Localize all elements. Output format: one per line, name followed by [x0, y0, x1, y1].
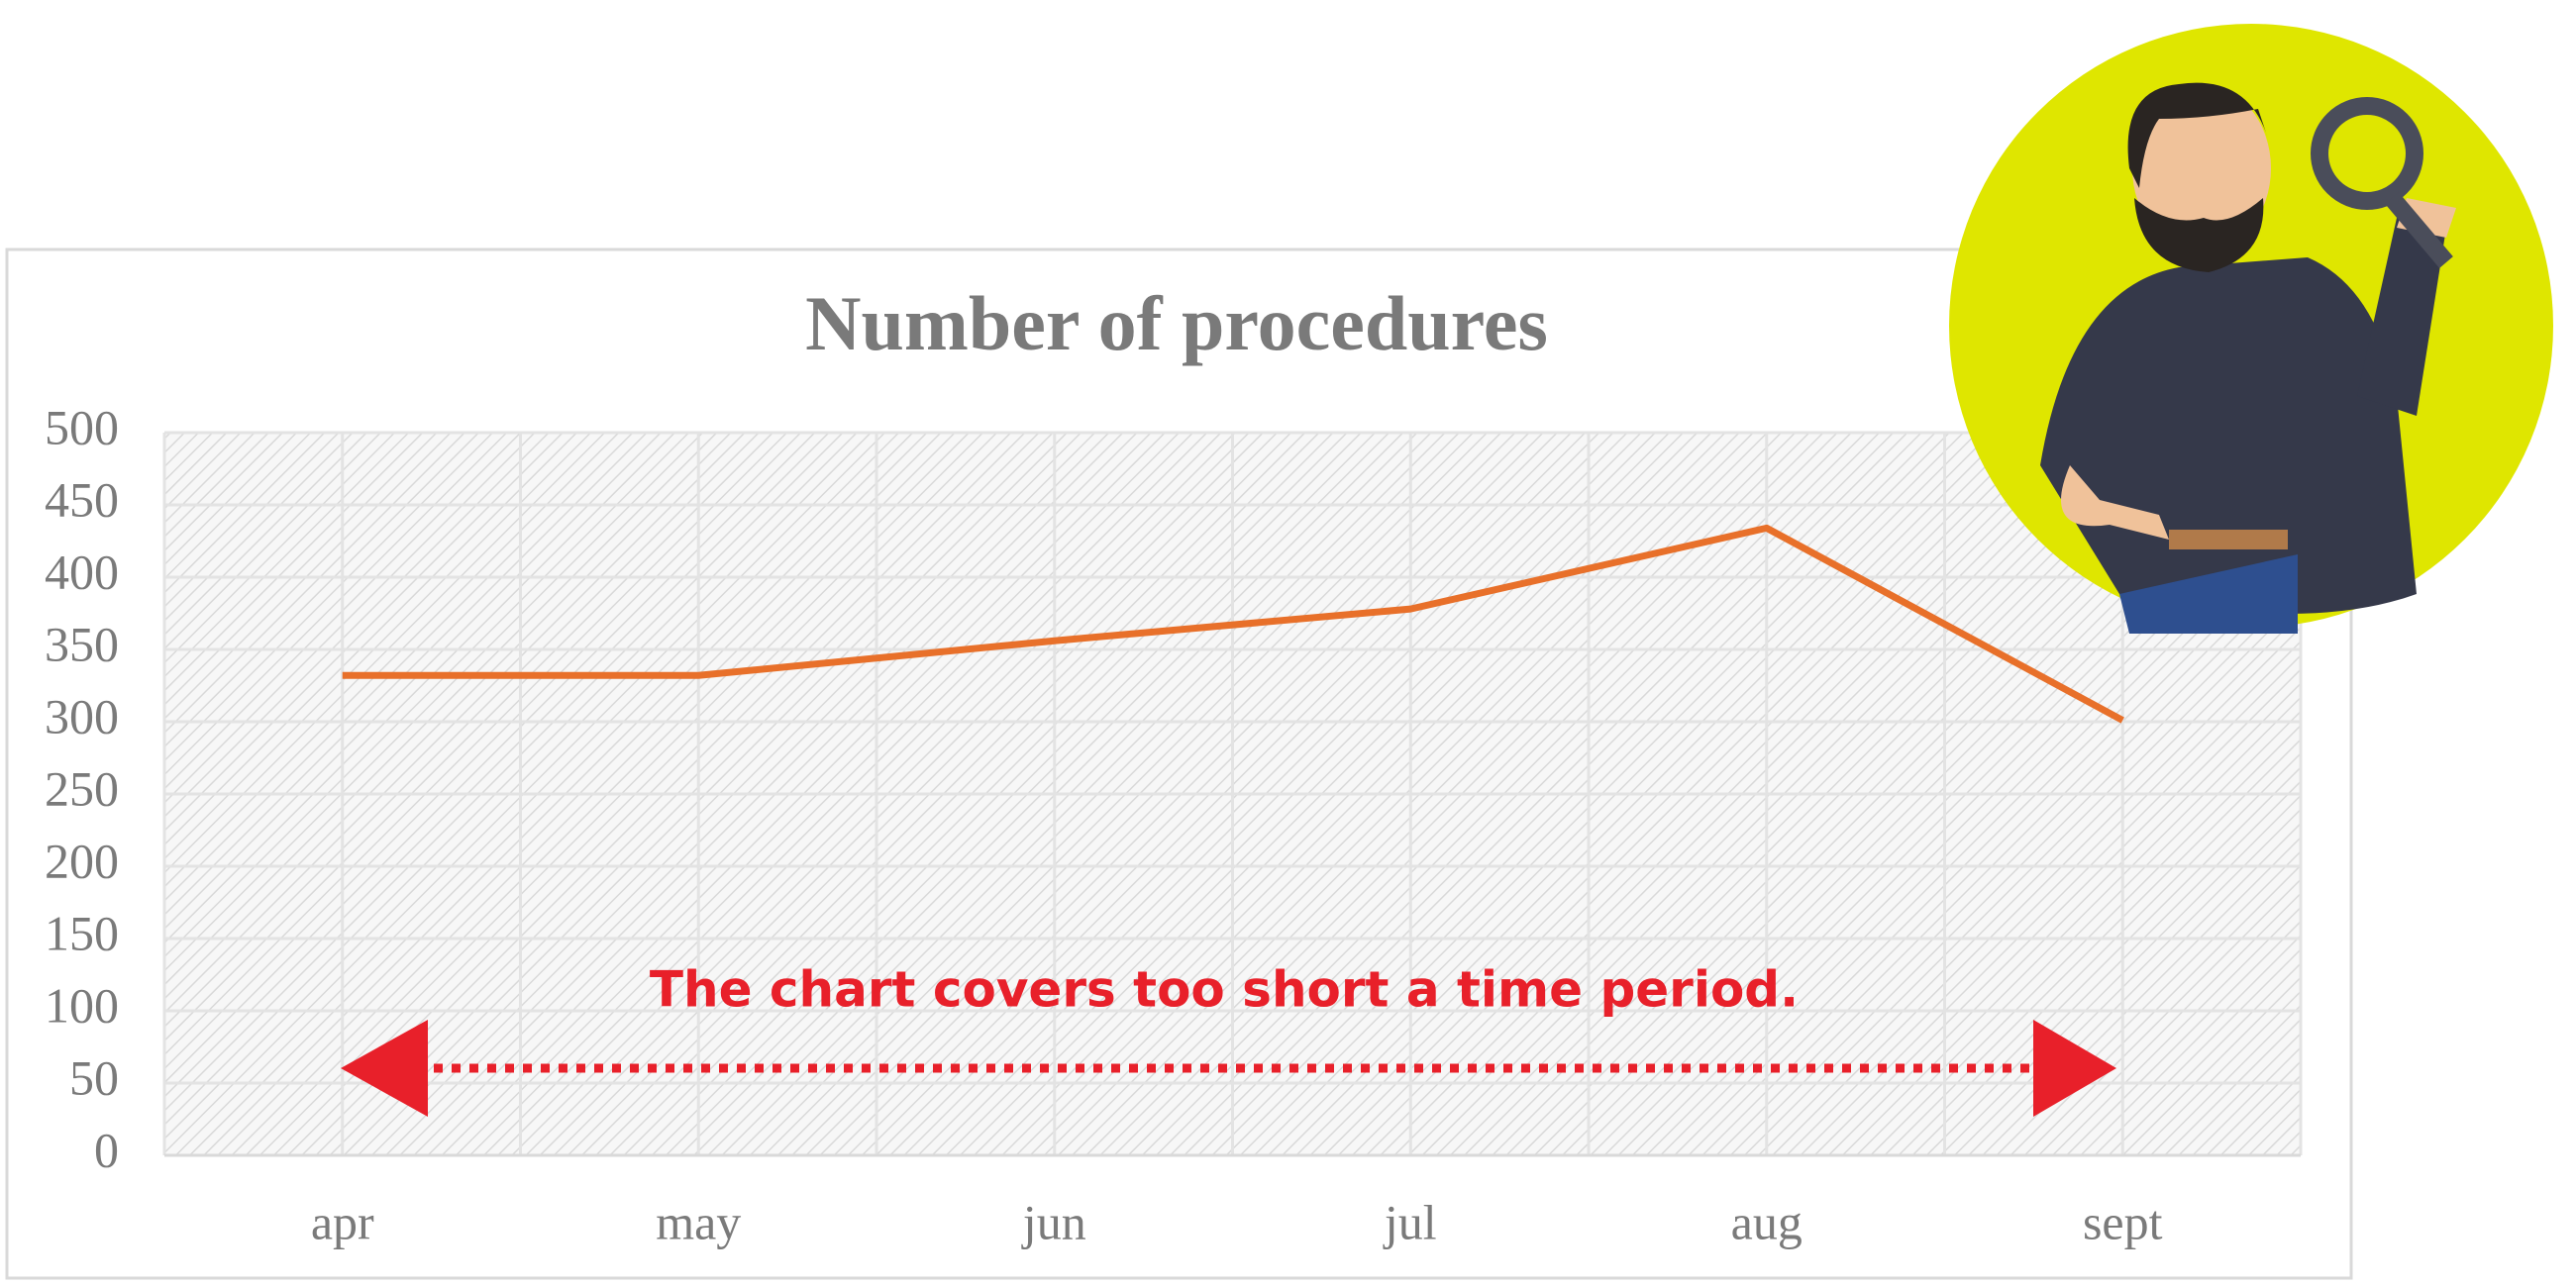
- x-tick-label: aug: [1731, 1194, 1803, 1249]
- x-tick-label: sept: [2083, 1194, 2163, 1249]
- y-tick-label: 350: [45, 616, 119, 671]
- annotation: The chart covers too short a time period…: [650, 961, 1799, 1019]
- x-tick-label: apr: [311, 1194, 374, 1249]
- y-tick-label: 250: [45, 760, 119, 816]
- illustration: [1949, 24, 2553, 634]
- y-tick-label: 200: [45, 833, 119, 888]
- y-tick-label: 0: [94, 1122, 119, 1177]
- marks: [342, 524, 2124, 724]
- y-tick-label: 500: [45, 399, 119, 454]
- x-tick-label: jul: [1383, 1194, 1437, 1249]
- y-tick-label: 100: [45, 977, 119, 1033]
- chart-title: Number of procedures: [805, 280, 1548, 366]
- y-tick-label: 300: [45, 688, 119, 743]
- line-series: [342, 524, 2124, 724]
- y-tick-label: 450: [45, 471, 119, 527]
- y-tick-label: 50: [69, 1049, 119, 1105]
- x-tick-label: may: [656, 1194, 741, 1249]
- y-tick-label: 400: [45, 544, 119, 599]
- period-arrow: [341, 1020, 2116, 1117]
- x-tick-label: jun: [1021, 1194, 1086, 1249]
- y-tick-label: 150: [45, 905, 119, 960]
- grid: [162, 431, 2303, 1157]
